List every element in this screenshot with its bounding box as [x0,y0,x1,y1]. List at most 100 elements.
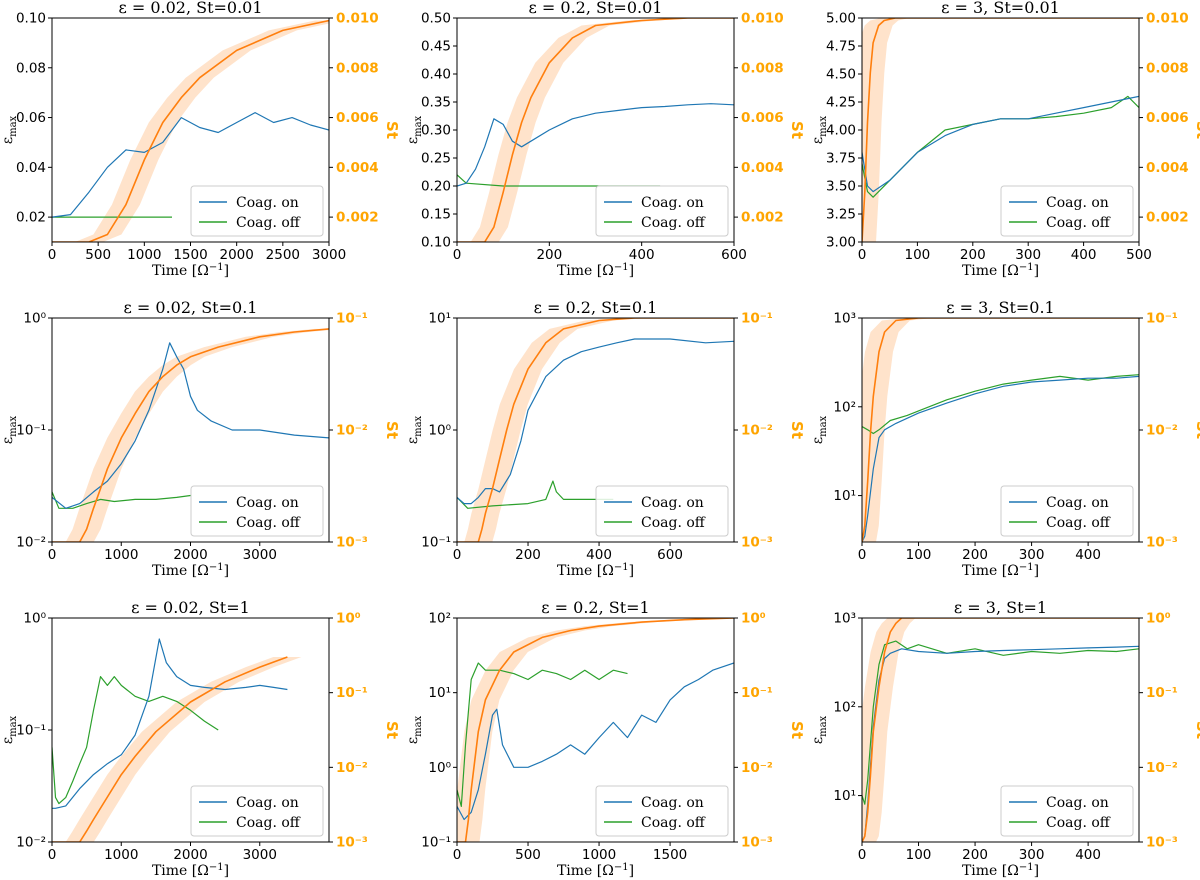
y-axis-label-main: ε [0,737,16,744]
y-tick-label: 10⁻¹ [16,423,46,439]
legend-label: Coag. on [1046,495,1109,511]
y-tick-label: 4.25 [826,95,856,111]
y-tick-label: 5.00 [826,11,856,27]
y-right-tick-label: 0.006 [1146,110,1189,126]
y-axis-label-main: ε [810,137,826,144]
x-tick-label: 100 [905,247,931,263]
x-axis-label-base: Time [Ω [962,263,1019,279]
y-tick-label: 4.00 [826,123,856,139]
x-tick-label: 0 [48,547,57,563]
x-axis-label-close: ] [629,263,634,279]
series-line-stokes [862,618,1139,842]
x-tick-label: 200 [515,547,541,563]
x-axis-label-close: ] [1034,563,1039,579]
y-tick-label: 0.40 [421,67,451,83]
y-right-tick-label: 0.006 [741,110,784,126]
stokes-band [52,657,302,842]
series-line-stokes [862,318,1139,542]
chart-panel: ε = 3, St=0.1 0 100 200 300 400 10¹ 10² 10³ 10⁻³ 1… [810,298,1200,579]
legend-label: Coag. off [641,215,706,231]
y-tick-label: 4.50 [826,67,856,83]
y-tick-label: 3.00 [826,235,856,251]
x-tick-label: 0 [48,847,57,863]
x-tick-label: 400 [586,547,612,563]
chart-panel: ε = 3, St=1 0 100 200 300 400 10¹ 10² 10³ 10⁻³ 10⁻… [810,598,1200,879]
plot-area [457,318,734,542]
y-right-tick-label: 10⁻¹ [1146,311,1178,327]
chart-title: ε = 0.02, St=1 [131,598,250,617]
plot-area [862,318,1139,542]
legend: Coag. on Coag. off [595,785,729,837]
plot-area [862,18,1139,242]
x-tick-label: 3000 [243,847,277,863]
legend-label: Coag. on [236,495,299,511]
y-tick-label: 10⁻² [16,535,46,551]
x-axis-label-base: Time [Ω [962,563,1019,579]
x-axis-label: Time [Ω−1] [557,862,634,879]
y-right-tick-label: 10⁻³ [741,835,773,851]
series-line-coag-on [457,103,734,187]
series-line-coag-on [52,638,288,809]
x-axis-label-sup: −1 [209,862,224,873]
legend: Coag. on Coag. off [595,485,729,537]
series-line-coag-on [52,342,329,509]
legend-label: Coag. on [641,495,704,511]
x-axis-label-base: Time [Ω [152,263,209,279]
x-axis-label: Time [Ω−1] [962,562,1039,579]
plot-area [457,18,734,242]
x-axis-label-sup: −1 [1019,262,1034,273]
y-axis-label-sub: max [818,715,829,736]
x-tick-label: 400 [1075,847,1101,863]
y-axis-label-sub: max [413,415,424,436]
stokes-band [862,618,1139,842]
legend-label: Coag. off [236,515,301,531]
y-right-tick-label: 10⁻¹ [1146,685,1178,701]
chart-title: ε = 0.2, St=1 [541,598,649,617]
x-tick-label: 400 [1075,547,1101,563]
y-axis-label: εmax [0,415,19,444]
series-line-coag-off [862,640,1139,805]
y-tick-label: 0.10 [16,11,46,27]
x-tick-label: 200 [962,547,988,563]
x-tick-label: 300 [1019,847,1045,863]
y-tick-label: 10² [833,699,856,715]
y-axis-label: εmax [810,715,829,744]
series-line-stokes [457,18,734,242]
y-axis-label-sub: max [8,115,19,136]
chart-panel: ε = 0.2, St=0.01 0 200 400 600 0.10 0.15 0.20 0.… [405,0,806,279]
legend: Coag. on Coag. off [1000,485,1134,537]
y-tick-label: 4.75 [826,39,856,55]
legend-label: Coag. off [641,815,706,831]
y-axis-label-sub: max [818,115,829,136]
y-right-axis-label: St [1193,721,1200,739]
y-axis-label: εmax [810,115,829,144]
x-axis-label: Time [Ω−1] [557,562,634,579]
y-right-tick-label: 10⁻² [336,760,368,776]
legend-label: Coag. off [641,515,706,531]
y-right-tick-label: 0.008 [1146,60,1189,76]
plot-area [457,618,734,842]
y-tick-label: 10⁰ [23,311,46,327]
y-tick-label: 0.35 [421,95,451,111]
y-axis-label-main: ε [405,737,421,744]
x-tick-label: 2000 [173,547,207,563]
y-axis-label-main: ε [0,437,16,444]
legend-label: Coag. on [641,795,704,811]
y-axis-label-main: ε [810,737,826,744]
x-tick-label: 200 [960,247,986,263]
x-tick-label: 1000 [582,847,616,863]
x-tick-label: 600 [721,247,747,263]
y-right-axis-label: St [788,121,806,139]
y-tick-label: 0.30 [421,123,451,139]
axes-frame [456,617,735,843]
y-right-tick-label: 0.002 [1146,210,1189,226]
x-axis-label-base: Time [Ω [152,863,209,879]
x-axis-label-base: Time [Ω [152,563,209,579]
chart-title: ε = 0.2, St=0.01 [529,0,663,17]
y-axis-label: εmax [810,415,829,444]
y-axis-label-main: ε [405,437,421,444]
plot-area [52,328,329,542]
x-tick-label: 1500 [173,247,207,263]
y-right-tick-label: 0.006 [336,110,379,126]
